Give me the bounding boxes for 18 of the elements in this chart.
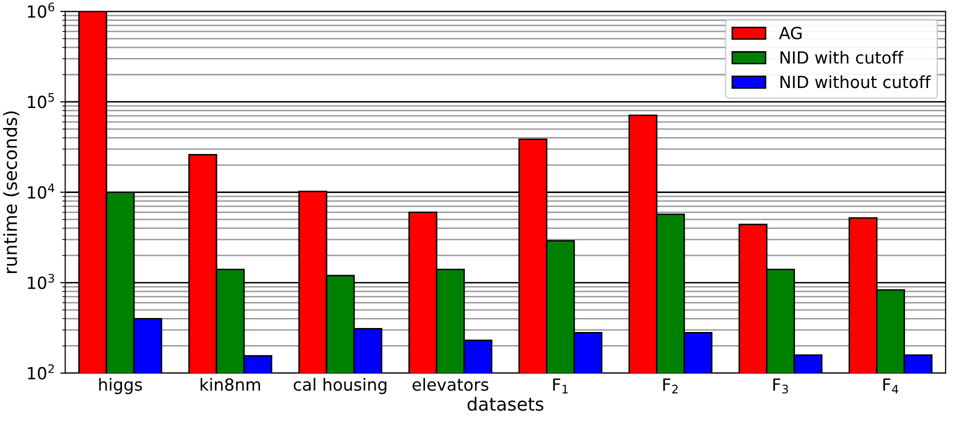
legend-label: NID with cutoff <box>780 50 904 64</box>
legend-label: NID without cutoff <box>780 75 931 88</box>
x-tick-label: elevators <box>412 378 488 391</box>
y-tick-label: 10$^{5}$ <box>28 93 54 108</box>
x-tick-label: kin8nm <box>200 378 260 391</box>
y-tick-label: 10$^{4}$ <box>28 184 54 199</box>
y-tick-label: 10$^{6}$ <box>28 2 54 18</box>
legend-label: AG <box>779 26 802 40</box>
y-tick-label: 10$^{3}$ <box>28 274 54 290</box>
x-tick-label: higgs <box>99 378 142 394</box>
y-axis-title: runtime (seconds) <box>3 111 20 273</box>
x-tick-label: cal housing <box>294 378 386 394</box>
x-tick-label: F$_{2}$ <box>663 378 678 394</box>
x-tick-label: F$_{1}$ <box>553 378 568 394</box>
x-tick-label: F$_{3}$ <box>773 378 788 394</box>
y-tick-label: 10$^{2}$ <box>28 364 54 380</box>
x-tick-label: F$_{4}$ <box>883 378 898 394</box>
x-axis-title: datasets <box>468 396 544 411</box>
